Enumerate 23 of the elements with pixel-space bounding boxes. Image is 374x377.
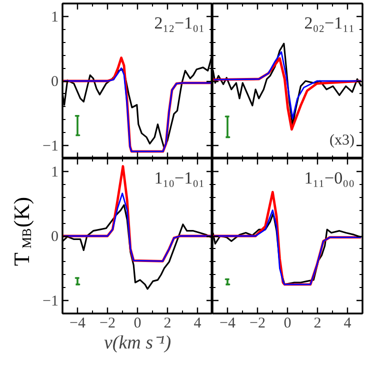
x-tick-label: 2	[314, 316, 322, 332]
x-axis-title: v(km s⁻¹)	[104, 332, 172, 354]
x-tick-label: 4	[194, 316, 202, 332]
x-tick-label: 0	[134, 316, 142, 332]
x-tick-label: −4	[70, 316, 86, 332]
x-tick-label: −2	[250, 316, 266, 332]
annotation: 1₁₀−1₀₁	[154, 168, 204, 188]
y-tick-label: 0	[51, 229, 58, 245]
x-tick-label: 2	[164, 316, 172, 332]
annotation: 1₁₁−0₀₀	[304, 168, 355, 188]
annotation: (x3)	[330, 132, 355, 148]
y-tick-label: 1	[51, 164, 58, 180]
y-tick-label: 1	[51, 9, 58, 26]
y-tick-label: −1	[42, 138, 59, 155]
y-axis-title: TMB(K)	[9, 196, 34, 266]
annotation: 2₁₂−1₀₁	[154, 14, 204, 32]
x-tick-label: −4	[220, 316, 236, 332]
y-tick-label: 0	[51, 74, 58, 90]
x-tick-label: 0	[284, 316, 292, 332]
x-tick-label: 4	[344, 316, 352, 332]
x-tick-label: −2	[100, 316, 116, 332]
y-tick-label: −1	[42, 294, 59, 310]
annotation: 2₀₂−1₁₁	[304, 14, 354, 32]
